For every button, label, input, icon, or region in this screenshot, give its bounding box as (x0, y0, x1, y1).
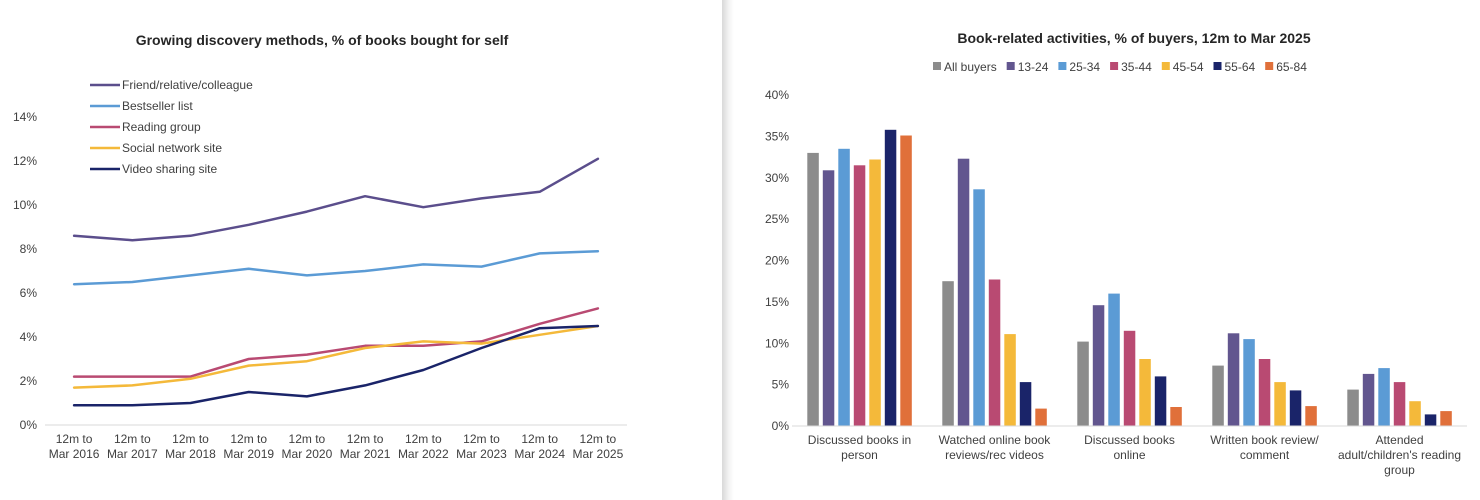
line-chart-title: Growing discovery methods, % of books bo… (136, 32, 509, 48)
y-tick-label: 14% (13, 110, 37, 124)
bar (838, 148, 850, 427)
legend-swatch (1058, 62, 1067, 70)
legend-label: 25-34 (1069, 60, 1100, 74)
y-tick-label: 0% (772, 419, 790, 433)
bar (1170, 407, 1182, 426)
y-tick-label: 15% (765, 295, 789, 309)
bar (1154, 376, 1167, 426)
panel-divider (722, 0, 734, 500)
bar (1243, 339, 1255, 426)
legend-swatch (1161, 62, 1170, 70)
x-tick-label: Attended adult/children's reading group (1338, 433, 1461, 477)
x-tick-label: Discussed books online (1084, 433, 1175, 462)
x-tick-label: Written book review/comment (1210, 433, 1319, 462)
series-line (72, 157, 600, 242)
x-tick-label: 12m to Mar 2020 (282, 432, 333, 461)
bar (1362, 373, 1375, 426)
bar (1378, 368, 1390, 426)
legend-swatch (1213, 62, 1222, 70)
y-tick-label: 8% (20, 242, 38, 256)
x-tick-label: Watched online book reviews/rec videos (939, 433, 1052, 462)
bar (1212, 365, 1224, 426)
bar (1108, 293, 1120, 426)
bar (869, 159, 881, 426)
x-tick-label: 12m to Mar 2024 (514, 432, 565, 461)
legend-label: 35-44 (1121, 60, 1152, 74)
bar (973, 189, 985, 426)
y-tick-label: 20% (765, 254, 789, 268)
legend-label: 13-24 (1018, 60, 1049, 74)
series-line (72, 324, 600, 407)
bar (1123, 330, 1136, 426)
bar (942, 281, 954, 426)
legend-swatch (1265, 62, 1274, 70)
x-tick-label: 12m to Mar 2017 (107, 432, 158, 461)
bar (1139, 359, 1151, 426)
legend-label: Reading group (122, 120, 201, 134)
line-chart: Growing discovery methods, % of books bo… (13, 32, 627, 461)
bar (1077, 341, 1089, 426)
bar (957, 158, 970, 426)
bar (1227, 333, 1240, 426)
y-tick-label: 0% (20, 418, 38, 432)
bar (884, 129, 897, 427)
line-chart-panel: Growing discovery methods, % of books bo… (0, 0, 722, 500)
legend-swatch (933, 62, 941, 70)
x-tick-label: 12m to Mar 2025 (573, 432, 624, 461)
x-tick-label: 12m to Mar 2019 (223, 432, 274, 461)
legend-label: All buyers (944, 60, 997, 74)
bar (1305, 406, 1317, 426)
bar (1347, 389, 1359, 426)
bar (988, 279, 1001, 426)
legend-label: 65-84 (1276, 60, 1307, 74)
y-tick-label: 35% (765, 129, 789, 143)
bar (853, 165, 866, 427)
legend-label: Friend/relative/colleague (122, 78, 253, 92)
legend-label: 55-64 (1225, 60, 1256, 74)
bar (1274, 382, 1286, 426)
bar (1289, 390, 1302, 426)
x-tick-label: 12m to Mar 2018 (165, 432, 216, 461)
bar (1004, 334, 1016, 426)
bar (1019, 382, 1032, 426)
y-tick-label: 5% (772, 378, 790, 392)
y-tick-label: 12% (13, 154, 37, 168)
y-tick-label: 6% (20, 286, 38, 300)
bar-chart: Book-related activities, % of buyers, 12… (765, 30, 1467, 477)
legend-swatch (1110, 62, 1119, 70)
x-tick-label: 12m to Mar 2016 (49, 432, 100, 461)
bar (1092, 305, 1105, 426)
bar (1258, 359, 1271, 426)
bar (900, 135, 912, 426)
legend-label: Social network site (122, 141, 222, 155)
y-tick-label: 10% (765, 336, 789, 350)
bar (1409, 401, 1421, 426)
x-tick-label: Discussed books in person (808, 433, 911, 462)
series-line (72, 307, 600, 378)
bar (1424, 414, 1437, 426)
y-tick-label: 2% (20, 374, 38, 388)
legend-label: Video sharing site (122, 162, 218, 176)
x-tick-label: 12m to Mar 2022 (398, 432, 449, 461)
x-tick-label: 12m to Mar 2023 (456, 432, 507, 461)
bar (807, 152, 819, 426)
bar (1440, 411, 1452, 426)
y-tick-label: 10% (13, 198, 37, 212)
y-tick-label: 30% (765, 171, 789, 185)
legend-label: Bestseller list (122, 99, 193, 113)
bar-chart-panel: Book-related activities, % of buyers, 12… (734, 0, 1480, 500)
y-tick-label: 25% (765, 212, 789, 226)
bar (1393, 382, 1406, 426)
bar-chart-title: Book-related activities, % of buyers, 12… (957, 30, 1310, 46)
series-line (72, 249, 600, 286)
y-tick-label: 40% (765, 88, 789, 102)
legend-swatch (1006, 62, 1015, 70)
legend-label: 45-54 (1173, 60, 1204, 74)
bar (822, 170, 835, 426)
bar (1035, 408, 1047, 426)
y-tick-label: 4% (20, 330, 38, 344)
x-tick-label: 12m to Mar 2021 (340, 432, 391, 461)
